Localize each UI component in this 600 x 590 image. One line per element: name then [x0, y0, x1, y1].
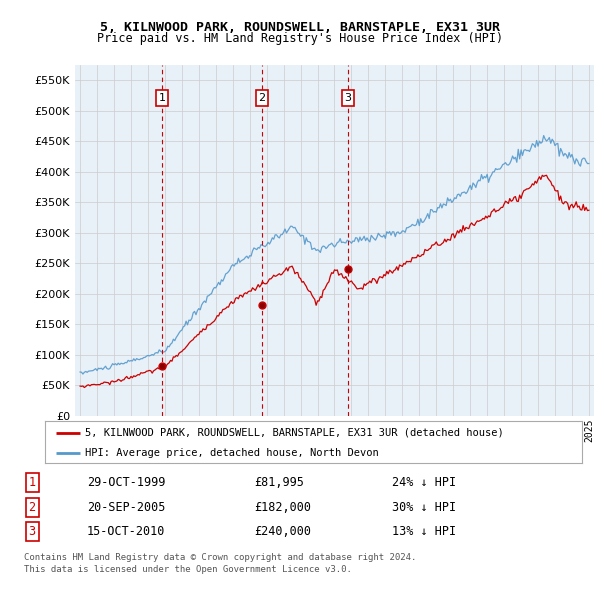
Text: HPI: Average price, detached house, North Devon: HPI: Average price, detached house, Nort…: [85, 448, 379, 457]
Text: 15-OCT-2010: 15-OCT-2010: [87, 526, 165, 539]
Text: 3: 3: [29, 526, 36, 539]
Text: 29-OCT-1999: 29-OCT-1999: [87, 476, 165, 489]
Text: This data is licensed under the Open Government Licence v3.0.: This data is licensed under the Open Gov…: [24, 565, 352, 574]
Text: 5, KILNWOOD PARK, ROUNDSWELL, BARNSTAPLE, EX31 3UR (detached house): 5, KILNWOOD PARK, ROUNDSWELL, BARNSTAPLE…: [85, 428, 504, 438]
Text: £182,000: £182,000: [254, 501, 311, 514]
Text: 3: 3: [344, 93, 352, 103]
Text: 24% ↓ HPI: 24% ↓ HPI: [392, 476, 456, 489]
Text: 2: 2: [259, 93, 265, 103]
Text: 2: 2: [29, 501, 36, 514]
Text: 5, KILNWOOD PARK, ROUNDSWELL, BARNSTAPLE, EX31 3UR: 5, KILNWOOD PARK, ROUNDSWELL, BARNSTAPLE…: [100, 21, 500, 34]
Text: Contains HM Land Registry data © Crown copyright and database right 2024.: Contains HM Land Registry data © Crown c…: [24, 553, 416, 562]
Text: 20-SEP-2005: 20-SEP-2005: [87, 501, 165, 514]
Text: 1: 1: [158, 93, 166, 103]
Text: 1: 1: [29, 476, 36, 489]
Text: 13% ↓ HPI: 13% ↓ HPI: [392, 526, 456, 539]
Text: £240,000: £240,000: [254, 526, 311, 539]
Text: £81,995: £81,995: [254, 476, 304, 489]
Text: Price paid vs. HM Land Registry's House Price Index (HPI): Price paid vs. HM Land Registry's House …: [97, 32, 503, 45]
Text: 30% ↓ HPI: 30% ↓ HPI: [392, 501, 456, 514]
